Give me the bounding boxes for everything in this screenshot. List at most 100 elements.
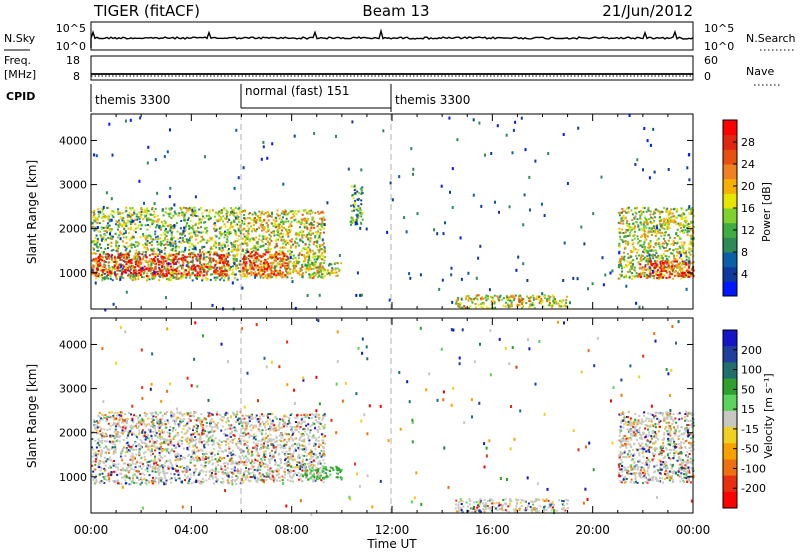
heatmap-cell <box>280 212 283 215</box>
heatmap-cell <box>223 244 226 247</box>
heatmap-cell <box>116 260 119 263</box>
heatmap-cell <box>678 256 681 259</box>
heatmap-cell <box>634 207 637 210</box>
heatmap-cell <box>658 245 661 248</box>
heatmap-cell <box>134 218 137 221</box>
heatmap-cell <box>416 212 419 216</box>
heatmap-cell <box>185 207 188 210</box>
heatmap-cell <box>299 231 302 234</box>
heatmap-cell <box>123 220 125 223</box>
heatmap-cell <box>178 276 181 279</box>
heatmap-cell <box>319 228 322 231</box>
heatmap-cell <box>101 251 103 254</box>
heatmap-cell <box>233 257 236 260</box>
heatmap-cell <box>664 260 667 263</box>
heatmap-cell <box>117 219 120 222</box>
heatmap-cell <box>473 298 475 301</box>
heatmap-cell <box>122 267 124 270</box>
heatmap-cell <box>498 299 501 302</box>
heatmap-cell <box>139 274 142 277</box>
heatmap-cell <box>152 478 155 481</box>
heatmap-cell <box>664 250 667 253</box>
heatmap-cell <box>129 274 132 277</box>
heatmap-cell <box>192 449 195 452</box>
heatmap-cell <box>351 193 354 196</box>
heatmap-cell <box>96 221 99 224</box>
heatmap-cell <box>316 254 318 257</box>
heatmap-cell <box>196 277 198 280</box>
heatmap-cell <box>224 245 227 248</box>
heatmap-cell <box>129 207 132 210</box>
heatmap-cell <box>674 260 677 263</box>
heatmap-cell <box>521 305 524 308</box>
heatmap-cell <box>194 195 197 199</box>
heatmap-cell <box>259 254 262 257</box>
heatmap-cell <box>293 261 295 264</box>
heatmap-cell <box>162 274 165 277</box>
heatmap-cell <box>92 266 95 269</box>
heatmap-cell <box>678 268 681 271</box>
heatmap-cell <box>628 231 631 234</box>
heatmap-cell <box>102 216 104 219</box>
heatmap-cell <box>273 266 276 270</box>
heatmap-cell <box>150 244 153 247</box>
heatmap-cell <box>627 225 630 228</box>
heatmap-cell <box>100 246 103 249</box>
heatmap-cell <box>258 270 260 273</box>
heatmap-cell <box>668 218 671 221</box>
heatmap-cell <box>459 236 462 240</box>
heatmap-cell <box>633 266 636 269</box>
heatmap-cell <box>104 272 107 275</box>
heatmap-cell <box>214 263 217 266</box>
heatmap-cell <box>107 264 110 267</box>
heatmap-cell <box>157 270 160 273</box>
heatmap-cell <box>643 275 646 278</box>
heatmap-cell <box>259 270 262 273</box>
heatmap-cell <box>185 264 188 267</box>
heatmap-cell <box>643 251 646 254</box>
heatmap-cell <box>151 277 154 280</box>
heatmap-cell <box>165 269 168 272</box>
heatmap-cell <box>509 299 512 302</box>
heatmap-cell <box>685 261 687 264</box>
heatmap-cell <box>147 437 150 440</box>
heatmap-cell <box>359 293 362 297</box>
heatmap-cell <box>272 271 274 274</box>
heatmap-cell <box>175 222 178 224</box>
heatmap-cell <box>168 195 171 199</box>
heatmap-cell <box>188 276 191 279</box>
heatmap-cell <box>203 270 205 273</box>
heatmap-cell <box>635 254 638 257</box>
heatmap-cell <box>662 270 665 272</box>
heatmap-cell <box>647 244 650 247</box>
heatmap-cell <box>91 464 94 467</box>
heatmap-cell <box>200 218 203 221</box>
heatmap-cell <box>179 234 182 237</box>
heatmap-cell <box>114 470 117 473</box>
heatmap-cell <box>92 247 95 250</box>
heatmap-cell <box>278 224 280 227</box>
colorbar-swatch <box>723 252 737 268</box>
heatmap-cell <box>260 266 263 269</box>
heatmap-cell <box>140 211 143 213</box>
heatmap-cell <box>288 231 291 234</box>
heatmap-cell <box>179 227 182 230</box>
heatmap-cell <box>170 268 173 271</box>
heatmap-cell <box>195 223 198 226</box>
heatmap-cell <box>324 274 326 277</box>
heatmap-cell <box>225 469 228 472</box>
heatmap-cell <box>112 216 115 219</box>
heatmap-cell <box>293 134 296 138</box>
heatmap-cell <box>194 442 197 445</box>
heatmap-cell <box>551 294 554 297</box>
heatmap-cell <box>235 483 238 485</box>
heatmap-cell <box>204 464 207 467</box>
heatmap-cell <box>112 302 115 306</box>
heatmap-cell <box>181 436 184 439</box>
heatmap-cell <box>164 243 167 246</box>
heatmap-cell <box>313 251 316 254</box>
heatmap-cell <box>260 274 263 277</box>
heatmap-cell <box>627 263 630 266</box>
heatmap-cell <box>557 302 560 305</box>
heatmap-cell <box>107 261 110 264</box>
